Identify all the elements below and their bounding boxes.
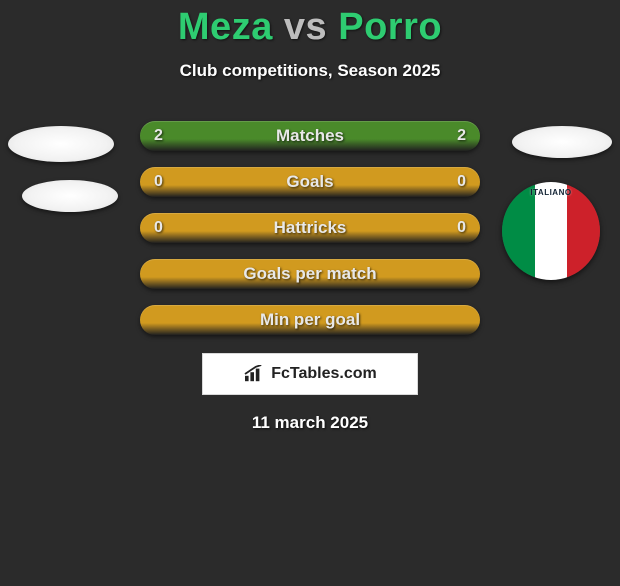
page-title: Meza vs Porro <box>0 6 620 49</box>
italy-flag-badge: ITALIANO <box>502 182 600 280</box>
brand-chart-icon <box>243 365 265 383</box>
date-text: 11 march 2025 <box>0 413 620 433</box>
stat-value-left: 0 <box>154 173 163 191</box>
player1-club-badge <box>8 126 114 162</box>
stat-label: Hattricks <box>274 218 347 238</box>
stat-bar: Goals 0 0 <box>140 167 480 197</box>
comparison-card: Meza vs Porro Club competitions, Season … <box>0 6 620 586</box>
stat-label: Matches <box>276 126 344 146</box>
stat-bar: Hattricks 0 0 <box>140 213 480 243</box>
player2-club-badge <box>512 126 612 158</box>
stat-value-right: 0 <box>457 219 466 237</box>
player1-name: Meza <box>178 6 273 48</box>
stat-bar: Matches 2 2 <box>140 121 480 151</box>
flag-stripe-red <box>567 182 600 280</box>
flag-label: ITALIANO <box>530 188 571 197</box>
stat-label: Goals per match <box>243 264 376 284</box>
stat-label: Goals <box>286 172 333 192</box>
stat-value-right: 0 <box>457 173 466 191</box>
player1-club-badge-second <box>22 180 118 212</box>
stat-value-left: 2 <box>154 127 163 145</box>
stat-value-left: 0 <box>154 219 163 237</box>
player2-name: Porro <box>338 6 442 48</box>
stat-bar: Min per goal <box>140 305 480 335</box>
stat-value-right: 2 <box>457 127 466 145</box>
brand-box[interactable]: FcTables.com <box>202 353 418 395</box>
brand-text: FcTables.com <box>271 365 377 383</box>
stat-label: Min per goal <box>260 310 360 330</box>
title-vs: vs <box>284 6 327 48</box>
stat-bar: Goals per match <box>140 259 480 289</box>
subtitle: Club competitions, Season 2025 <box>0 61 620 81</box>
